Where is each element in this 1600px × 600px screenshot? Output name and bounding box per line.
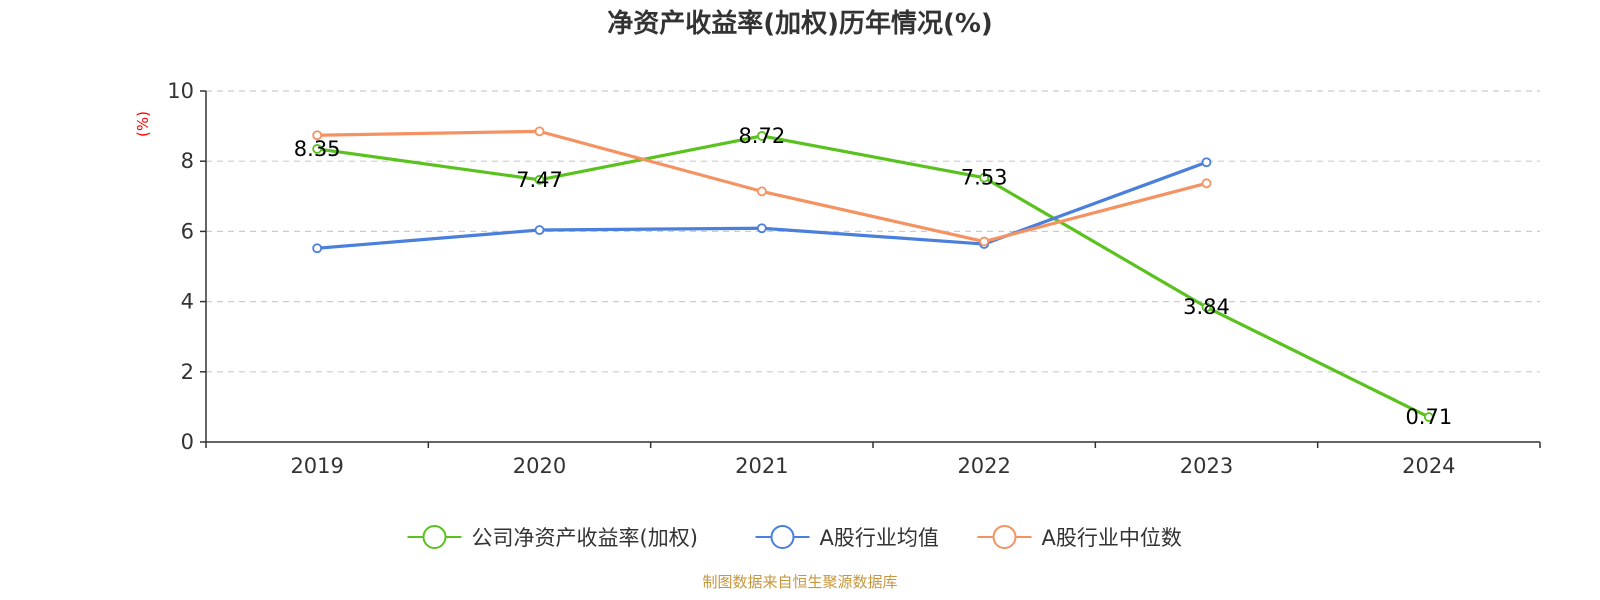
data-source-note: 制图数据来自恒生聚源数据库 (702, 573, 897, 591)
x-tick-label-2024: 2024 (1402, 454, 1455, 478)
data-label-2024: 0.71 (1405, 405, 1452, 429)
y-tick-label: 6 (181, 219, 194, 243)
series-0-point-2019[interactable] (312, 144, 323, 154)
x-tick-label-2021: 2021 (735, 454, 788, 478)
series-0-point-2022[interactable] (979, 172, 990, 183)
chart-title: 净资产收益率(加权)历年情况(%) (607, 8, 993, 39)
x-tick-label-2020: 2020 (513, 454, 566, 478)
data-label-2022: 7.53 (961, 166, 1008, 190)
y-tick-label: 0 (181, 430, 194, 454)
legend-label: A股行业均值 (820, 526, 939, 550)
data-label-2023: 3.84 (1183, 295, 1230, 319)
x-tick-label-2022: 2022 (957, 454, 1010, 478)
axes: 0 2 4 6 8 10 2019 2020 2021 2022 2023 2024 (167, 79, 1541, 478)
legend[interactable]: 公司净资产收益率(加权) A股行业均值 A股行业中位数 (407, 525, 1182, 550)
data-label-2020: 7.47 (516, 168, 563, 192)
series-1-point-2021[interactable] (756, 223, 767, 234)
series-2-point-2020[interactable] (534, 126, 545, 137)
series-1-point-2020[interactable] (534, 225, 545, 235)
series-2-point-2021[interactable] (756, 186, 767, 197)
data-label-2021: 8.72 (738, 124, 785, 148)
legend-item-0[interactable]: 公司净资产收益率(加权) (407, 525, 698, 550)
series-0-point-2024[interactable] (1423, 412, 1434, 422)
legend-label: A股行业中位数 (1042, 526, 1182, 550)
y-axis-label: (%) (134, 111, 152, 137)
data-label-2019: 8.35 (294, 137, 341, 161)
legend-label: 公司净资产收益率(加权) (472, 526, 698, 550)
series-line-1 (317, 160, 1208, 250)
series-0-point-2020[interactable] (534, 174, 545, 185)
grid-lines (206, 90, 1540, 373)
series-0-point-2023[interactable] (1201, 302, 1212, 313)
series-0-point-2021[interactable] (756, 131, 767, 141)
series-2-point-2022[interactable] (979, 236, 990, 247)
y-tick-label: 4 (181, 290, 194, 314)
series-1-point-2019[interactable] (312, 243, 323, 254)
legend-item-1[interactable]: A股行业均值 (755, 525, 939, 550)
x-tick-label-2019: 2019 (290, 454, 343, 478)
series-line-0 (316, 134, 1430, 419)
x-tick-label-2023: 2023 (1180, 454, 1233, 478)
series-lines (312, 126, 1434, 422)
legend-swatch-circle (770, 525, 795, 549)
series-2-point-2019[interactable] (312, 130, 323, 141)
legend-item-2[interactable]: A股行业中位数 (977, 525, 1182, 550)
series-1-point-2023[interactable] (1201, 157, 1212, 168)
legend-swatch-circle (422, 525, 447, 549)
data-labels: 8.35 7.47 8.72 7.53 3.84 0.71 (294, 124, 1452, 429)
legend-swatch-circle (992, 525, 1017, 549)
y-tick-label: 10 (167, 79, 194, 103)
series-2-point-2023[interactable] (1201, 178, 1212, 189)
y-tick-label: 8 (181, 149, 194, 173)
y-tick-label: 2 (181, 360, 194, 384)
